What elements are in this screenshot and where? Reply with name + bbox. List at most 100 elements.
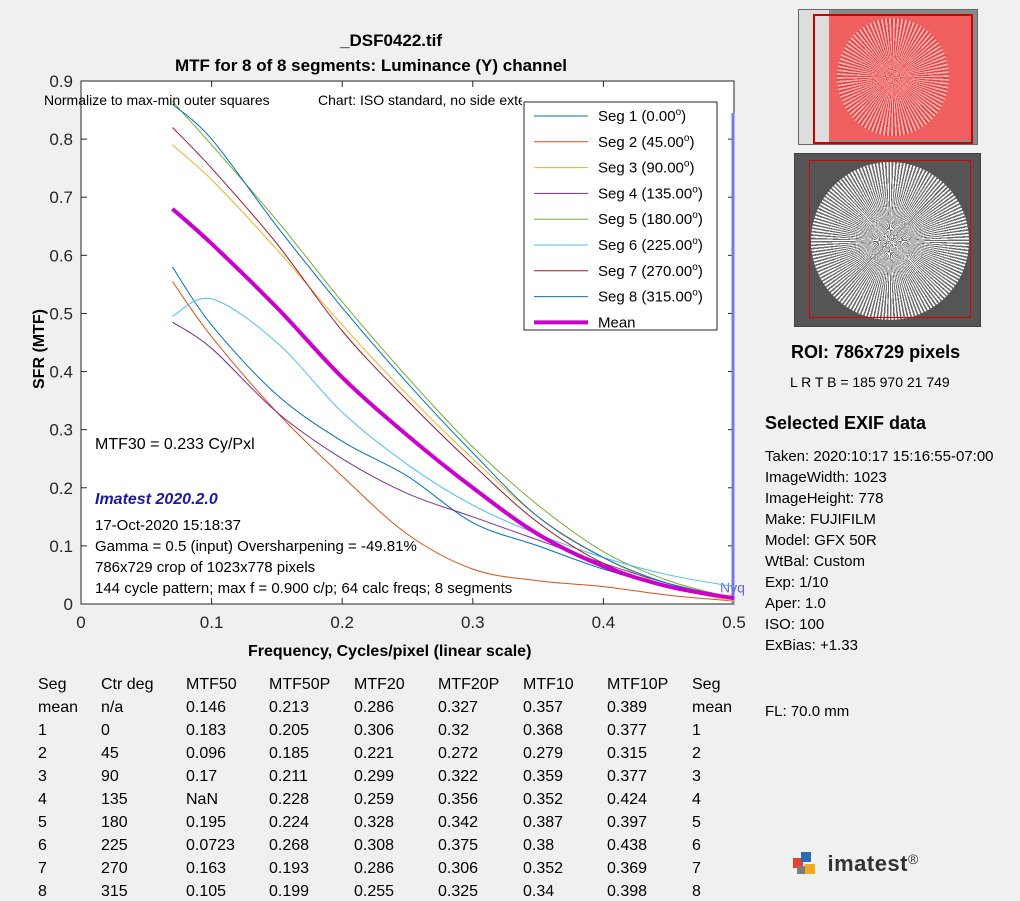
table-header-cell: MTF20P	[438, 676, 500, 693]
degree-superscript: o	[676, 107, 682, 118]
series-line-seg-3	[172, 144, 735, 602]
x-tick-label: 0.5	[722, 613, 746, 632]
table-cell: 2	[692, 745, 701, 762]
table-cell: 0.342	[438, 814, 479, 831]
table-cell: 0.306	[354, 722, 395, 739]
table-cell: 0.185	[269, 745, 310, 762]
table-cell: 0	[101, 722, 110, 739]
legend-entry-label: Seg 6 (225.00o)	[598, 236, 703, 254]
y-tick-label: 0.3	[49, 421, 73, 440]
table-cell: 5	[38, 814, 47, 831]
table-cell: 0.299	[354, 768, 395, 785]
y-tick-label: 0.8	[49, 130, 73, 149]
table-cell: 0.398	[607, 883, 648, 900]
table-cell: 7	[692, 860, 701, 877]
mtf30-note: MTF30 = 0.233 Cy/Pxl	[95, 436, 255, 453]
table-cell: 0.193	[269, 860, 310, 877]
table-cell: 0.327	[438, 699, 479, 716]
legend-close-paren: )	[698, 185, 703, 202]
table-header-cell: MTF20	[354, 676, 405, 693]
table-cell: 0.368	[523, 722, 564, 739]
imatest-logo: imatest®	[793, 851, 918, 877]
logo-text: imatest	[827, 851, 908, 876]
table-cell: 90	[101, 768, 119, 785]
series-line-seg-4	[172, 321, 735, 599]
table-header-cell: Ctr deg	[101, 676, 154, 693]
table-cell: 0.183	[186, 722, 227, 739]
table-cell: 0.352	[523, 791, 564, 808]
y-tick-label: 0.5	[49, 304, 73, 323]
table-cell: 0.272	[438, 745, 479, 762]
table-cell: 6	[692, 837, 701, 854]
table-cell: 225	[101, 837, 128, 854]
series-line-seg-6	[172, 297, 735, 588]
table-cell: 0.286	[354, 860, 395, 877]
table-cell: 0.322	[438, 768, 479, 785]
table-cell: 0.259	[354, 791, 395, 808]
table-cell: NaN	[186, 791, 219, 808]
table-cell: 0.387	[523, 814, 564, 831]
table-cell: 4	[38, 791, 47, 808]
table-cell: 0.352	[523, 860, 564, 877]
exif-line: ISO: 100	[765, 616, 825, 633]
table-cell: 4	[692, 791, 701, 808]
degree-superscript: o	[692, 210, 698, 221]
exif-line: Aper: 1.0	[765, 595, 826, 612]
x-tick-label: 0	[76, 613, 85, 632]
table-cell: 0.279	[523, 745, 564, 762]
legend-entry-label: Seg 7 (270.00o)	[598, 262, 703, 280]
legend-entry-label: Seg 3 (90.00o)	[598, 159, 694, 177]
table-cell: mean	[38, 699, 79, 716]
x-tick-label: 0.3	[461, 613, 485, 632]
legend-entry-label: Mean	[598, 314, 636, 331]
legend-close-paren: )	[698, 211, 703, 228]
x-tick-label: 0.1	[200, 613, 224, 632]
y-tick-label: 0	[64, 595, 73, 614]
table-cell: 5	[692, 814, 701, 831]
table-cell: 3	[692, 768, 701, 785]
table-cell: 0.205	[269, 722, 310, 739]
table-cell: 0.105	[186, 883, 227, 900]
nyquist-label: Nyq	[720, 579, 745, 595]
gamma-note: Gamma = 0.5 (input) Oversharpening = -49…	[95, 538, 417, 555]
table-cell: 0.224	[269, 814, 310, 831]
y-tick-label: 0.1	[49, 537, 73, 556]
table-cell: 0.389	[607, 699, 648, 716]
legend-entry-label: Seg 1 (0.00o)	[598, 107, 686, 125]
exif-line: WtBal: Custom	[765, 553, 866, 570]
roi-lrtb: L R T B = 185 970 21 749	[790, 374, 950, 390]
table-cell: 0.357	[523, 699, 564, 716]
exif-line: ImageWidth: 1023	[765, 469, 887, 486]
degree-superscript: o	[684, 159, 690, 170]
x-axis-label: Frequency, Cycles/pixel (linear scale)	[248, 643, 532, 660]
table-header-cell: MTF10P	[607, 676, 669, 693]
table-cell: 0.096	[186, 745, 227, 762]
table-cell: 0.211	[269, 768, 308, 785]
chart-title: _DSF0422.tif	[340, 31, 443, 50]
legend-entry-label: Seg 2 (45.00o)	[598, 133, 694, 151]
table-cell: 0.377	[607, 722, 648, 739]
table-cell: 8	[38, 883, 47, 900]
chart-subtitle: MTF for 8 of 8 segments: Luminance (Y) c…	[175, 56, 567, 75]
table-cell: 3	[38, 768, 47, 785]
legend-close-paren: )	[689, 160, 694, 177]
table-cell: 1	[38, 722, 47, 739]
table-header-cell: Seg	[38, 676, 67, 693]
table-cell: 0.424	[607, 791, 648, 808]
table-cell: 2	[38, 745, 47, 762]
x-tick-label: 0.2	[330, 613, 354, 632]
degree-superscript: o	[692, 184, 698, 195]
exif-line: Exp: 1/10	[765, 574, 829, 591]
table-cell: 0.38	[523, 837, 555, 854]
exif-line: ExBias: +1.33	[765, 637, 858, 654]
table-header-cell: MTF10	[523, 676, 574, 693]
table-cell: 0.195	[186, 814, 227, 831]
normalize-note: Normalize to max-min outer squares	[44, 92, 270, 108]
series-line-mean	[171, 207, 735, 601]
exif-focal-length: FL: 70.0 mm	[765, 703, 850, 720]
table-cell: 7	[38, 860, 47, 877]
table-cell: 0.17	[186, 768, 218, 785]
series-line-seg-8	[172, 103, 735, 599]
exif-line: Taken: 2020:10:17 15:16:55-07:00	[765, 448, 994, 465]
legend-entry-label: Seg 4 (135.00o)	[598, 184, 703, 202]
